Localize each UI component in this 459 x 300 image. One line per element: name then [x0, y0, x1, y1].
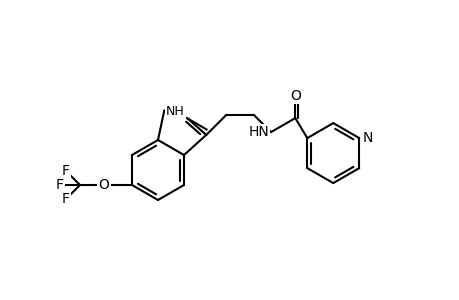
Text: F: F: [62, 164, 70, 178]
Text: F: F: [56, 178, 64, 192]
Text: N: N: [362, 131, 372, 145]
Text: F: F: [62, 192, 70, 206]
Text: O: O: [289, 89, 300, 103]
Text: NH: NH: [166, 105, 185, 118]
Text: O: O: [98, 178, 109, 192]
Text: HN: HN: [248, 125, 269, 139]
